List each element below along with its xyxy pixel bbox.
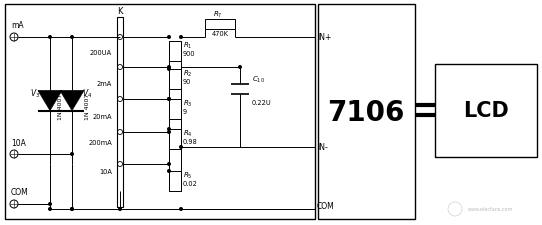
Text: $R_2$: $R_2$ xyxy=(183,69,192,79)
Polygon shape xyxy=(60,91,84,111)
Circle shape xyxy=(167,68,171,72)
Text: COM: COM xyxy=(11,188,29,197)
Text: 9: 9 xyxy=(183,108,187,115)
Text: 200mA: 200mA xyxy=(88,139,112,145)
Text: $V_3$: $V_3$ xyxy=(30,87,40,99)
Circle shape xyxy=(179,207,183,211)
Circle shape xyxy=(70,152,74,156)
Text: www.elecfans.com: www.elecfans.com xyxy=(467,207,513,212)
Text: K: K xyxy=(117,7,122,16)
Bar xyxy=(117,18,123,207)
Text: 10A: 10A xyxy=(11,138,26,147)
Circle shape xyxy=(118,207,122,211)
Text: 200UA: 200UA xyxy=(90,50,112,56)
Circle shape xyxy=(167,98,171,101)
Circle shape xyxy=(238,66,242,70)
Circle shape xyxy=(70,207,74,211)
Polygon shape xyxy=(38,91,62,111)
Text: mA: mA xyxy=(11,21,24,30)
Circle shape xyxy=(167,66,171,70)
Text: $R_1$: $R_1$ xyxy=(183,41,192,51)
Bar xyxy=(169,70,181,90)
Text: 10A: 10A xyxy=(99,168,112,174)
Bar xyxy=(169,42,181,62)
Bar xyxy=(169,129,181,149)
Bar xyxy=(169,99,181,119)
Text: 0.02: 0.02 xyxy=(183,180,198,186)
Circle shape xyxy=(167,36,171,40)
Text: 0.22U: 0.22U xyxy=(252,99,272,106)
Circle shape xyxy=(179,145,183,149)
Text: $R_5$: $R_5$ xyxy=(183,170,192,180)
Circle shape xyxy=(167,130,171,134)
Circle shape xyxy=(167,127,171,131)
Circle shape xyxy=(179,36,183,40)
Circle shape xyxy=(118,36,122,40)
Text: 2mA: 2mA xyxy=(97,81,112,87)
Text: $R_7$: $R_7$ xyxy=(213,10,223,20)
Text: LCD: LCD xyxy=(463,101,509,120)
Text: 90: 90 xyxy=(183,79,191,85)
Text: 20mA: 20mA xyxy=(93,113,112,119)
Text: 1N 4007: 1N 4007 xyxy=(85,93,89,119)
Text: 1N 4007: 1N 4007 xyxy=(57,93,62,119)
Text: 900: 900 xyxy=(183,51,196,57)
Text: $R_3$: $R_3$ xyxy=(183,99,192,109)
Text: 7106: 7106 xyxy=(327,99,405,126)
Text: $V_4$: $V_4$ xyxy=(82,87,92,99)
Circle shape xyxy=(167,162,171,166)
Bar xyxy=(205,20,235,30)
Text: COM: COM xyxy=(317,202,335,211)
Text: $C_{10}$: $C_{10}$ xyxy=(252,74,265,85)
Bar xyxy=(435,65,537,157)
Text: IN-: IN- xyxy=(317,143,328,152)
Circle shape xyxy=(167,98,171,101)
Circle shape xyxy=(167,169,171,173)
Bar xyxy=(169,171,181,191)
Text: 470K: 470K xyxy=(211,31,229,37)
Text: IN+: IN+ xyxy=(317,33,331,42)
Circle shape xyxy=(70,207,74,211)
Bar xyxy=(318,5,415,219)
Text: 0.98: 0.98 xyxy=(183,138,198,144)
Circle shape xyxy=(48,36,52,40)
Circle shape xyxy=(48,207,52,211)
Circle shape xyxy=(48,202,52,206)
Bar xyxy=(5,5,315,219)
Circle shape xyxy=(70,36,74,40)
Text: $R_4$: $R_4$ xyxy=(183,128,193,138)
